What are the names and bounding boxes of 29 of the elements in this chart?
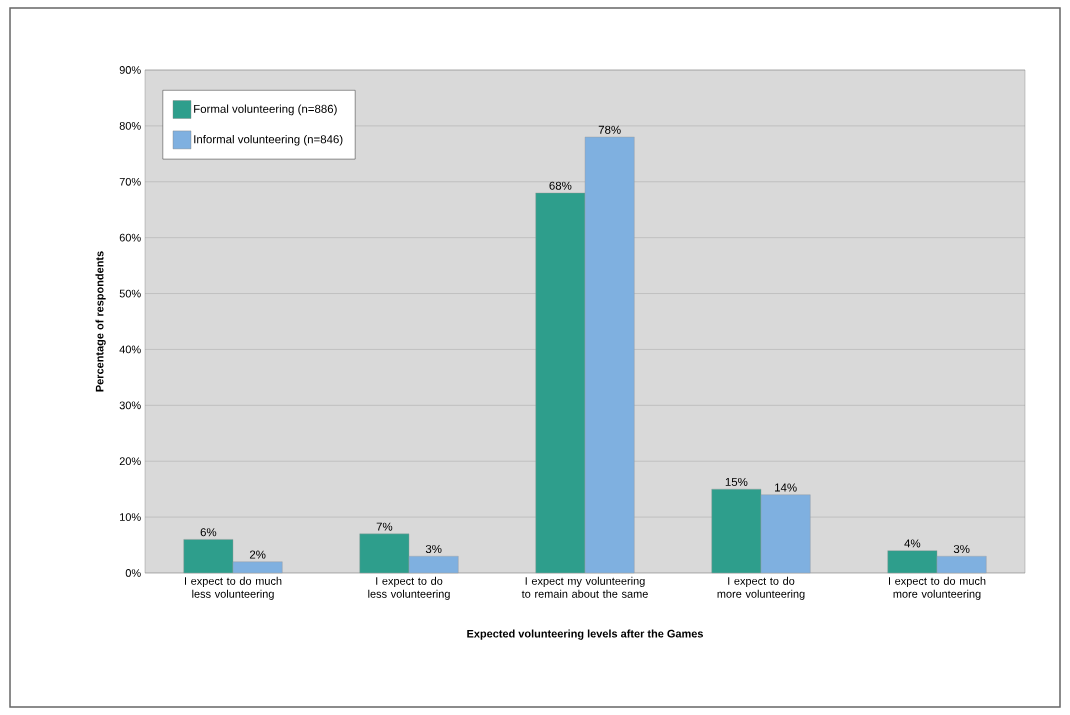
x-tick-label: I expect to do more volunteering	[717, 576, 805, 600]
y-tick-label: 90%	[119, 66, 141, 74]
y-tick-label: 0%	[125, 569, 141, 577]
x-tick-label: I expect to do much less volunteering	[184, 576, 282, 600]
legend-label: Formal volunteering (n=886)	[194, 104, 337, 116]
data-label: 2%	[249, 550, 266, 559]
data-label: 4%	[904, 539, 921, 548]
y-tick-label: 10%	[120, 513, 141, 521]
legend-label: Informal volunteering (n=846)	[194, 134, 343, 146]
y-tick-label: 60%	[119, 233, 141, 242]
data-label: 68%	[549, 181, 572, 190]
data-label: 78%	[598, 125, 621, 134]
data-label: 14%	[775, 483, 797, 492]
y-tick-label: 70%	[119, 177, 141, 186]
x-tick-label: I expect to do less volunteering	[368, 576, 450, 600]
y-tick-label: 80%	[119, 122, 141, 130]
data-label: 3%	[953, 544, 970, 554]
data-label: 6%	[200, 528, 217, 537]
y-tick-label: 20%	[119, 457, 141, 466]
y-tick-label: 40%	[119, 345, 141, 354]
x-tick-label: I expect my volunteering to remain about the same	[521, 576, 648, 598]
x-axis-title: Expected volunteering levels after the Games	[467, 629, 703, 640]
x-tick-label: I expect to do much more volunteering	[888, 576, 986, 600]
data-label: 15%	[725, 477, 748, 486]
data-label: 7%	[376, 522, 393, 531]
y-tick-label: 50%	[119, 289, 141, 298]
data-label: 3%	[425, 544, 442, 554]
y-tick-label: 30%	[119, 401, 141, 410]
y-axis-title: Percentage of respondents	[95, 251, 106, 392]
